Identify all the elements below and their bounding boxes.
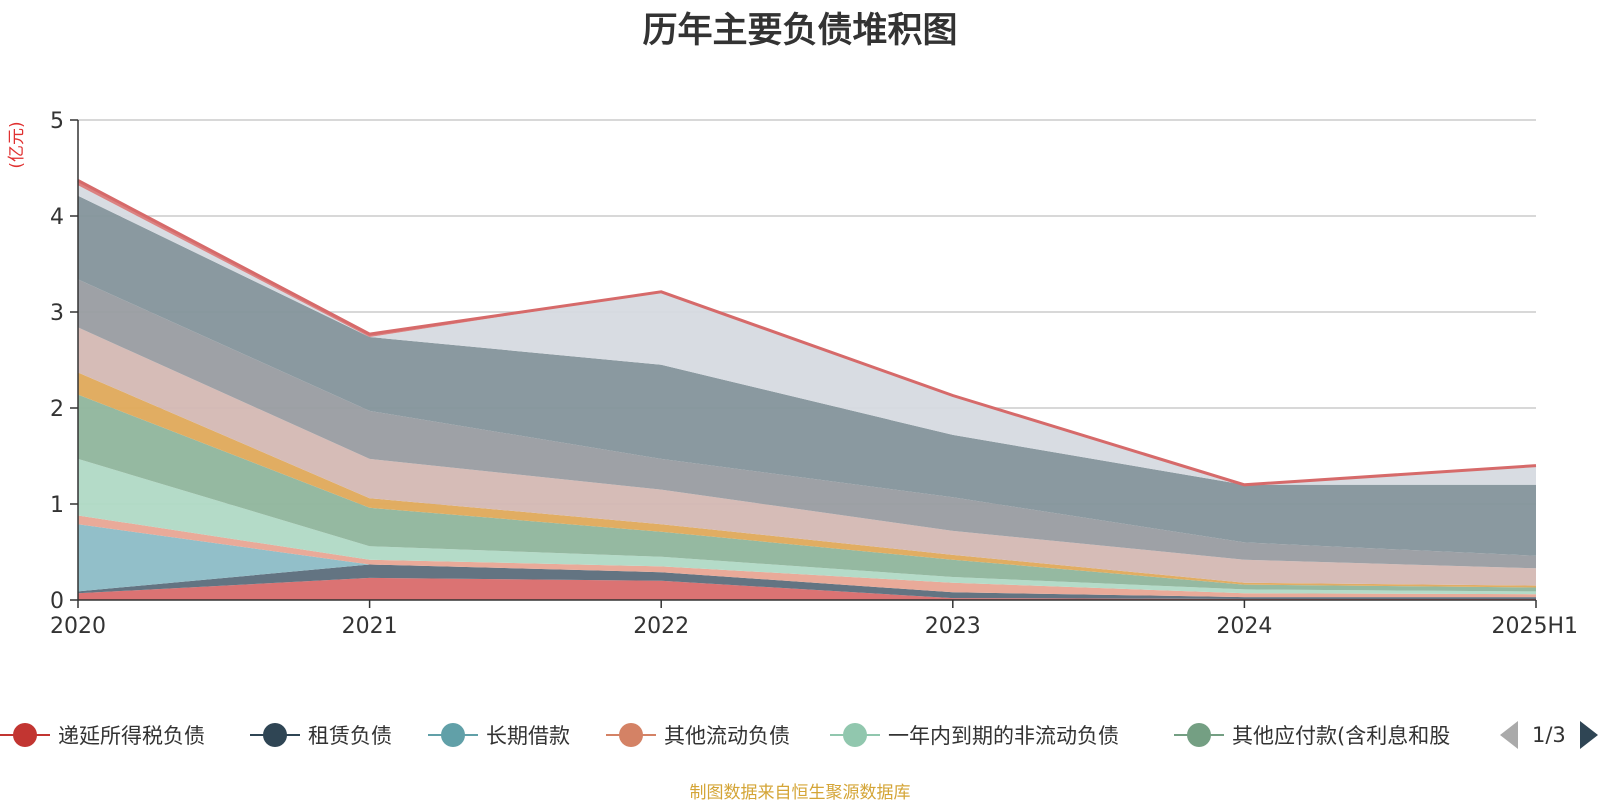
total-outline	[77, 179, 1537, 487]
legend-item[interactable]: 其他应付款(含利息和股	[1174, 718, 1450, 752]
legend-pager: 1/3	[1500, 718, 1598, 752]
area-series-4	[78, 458, 1536, 595]
area-series-8	[78, 279, 1536, 569]
y-tick-label: 0	[50, 589, 64, 614]
area-series-1	[78, 564, 1536, 599]
legend-marker-icon	[0, 720, 50, 750]
area-series-5	[78, 394, 1536, 592]
legend-marker-icon	[830, 720, 880, 750]
x-tick-label: 2022	[633, 614, 689, 639]
legend-marker-icon	[250, 720, 300, 750]
x-tick-label: 2023	[925, 614, 981, 639]
y-tick-label: 1	[50, 493, 64, 518]
source-note: 制图数据来自恒生聚源数据库	[689, 783, 911, 803]
axes: 0 1 2 3 4 5 2020 2021 2022 2023 2024 2025H1	[50, 109, 1578, 639]
legend-label: 递延所得税负债	[58, 724, 205, 748]
legend-label: 一年内到期的非流动负债	[888, 724, 1119, 748]
y-tick-label: 2	[50, 397, 64, 422]
y-tick-label: 4	[50, 205, 64, 230]
x-tick-label: 2024	[1216, 614, 1272, 639]
legend-item[interactable]: 长期借款	[428, 718, 570, 752]
area-series-6	[78, 372, 1536, 588]
area-series-3	[78, 515, 1536, 598]
area-series	[77, 179, 1537, 600]
legend-label: 租赁负债	[308, 724, 392, 748]
legend: 递延所得税负债 租赁负债 长期借款 其他流动负债 一年内到期的非流动负债 其他应付款(含利…	[0, 718, 1600, 752]
area-series-0	[78, 577, 1536, 600]
legend-label: 其他应付款(含利息和股	[1232, 724, 1451, 748]
x-tick-label: 2025H1	[1491, 614, 1578, 639]
x-tick-label: 2020	[50, 614, 106, 639]
legend-item[interactable]: 一年内到期的非流动负债	[830, 718, 1119, 752]
x-tick-label: 2021	[342, 614, 398, 639]
legend-marker-icon	[1174, 720, 1224, 750]
legend-item[interactable]: 其他流动负债	[606, 718, 790, 752]
legend-next-page-icon[interactable]	[1579, 721, 1598, 749]
legend-label: 其他流动负债	[664, 724, 790, 748]
legend-item[interactable]: 递延所得税负债	[0, 718, 205, 752]
y-tick-label: 5	[50, 109, 64, 134]
legend-item[interactable]: 租赁负债	[250, 718, 392, 752]
y-axis-unit-label: (亿元)	[7, 121, 27, 168]
legend-marker-icon	[606, 720, 656, 750]
chart-title: 历年主要负债堆积图	[642, 11, 958, 51]
legend-prev-page-icon[interactable]	[1500, 721, 1518, 749]
legend-label: 长期借款	[486, 724, 570, 748]
area-series-9	[78, 195, 1536, 556]
y-tick-label: 3	[50, 301, 64, 326]
area-series-7	[78, 327, 1536, 586]
legend-page-indicator: 1/3	[1532, 723, 1566, 747]
legend-marker-icon	[428, 720, 478, 750]
